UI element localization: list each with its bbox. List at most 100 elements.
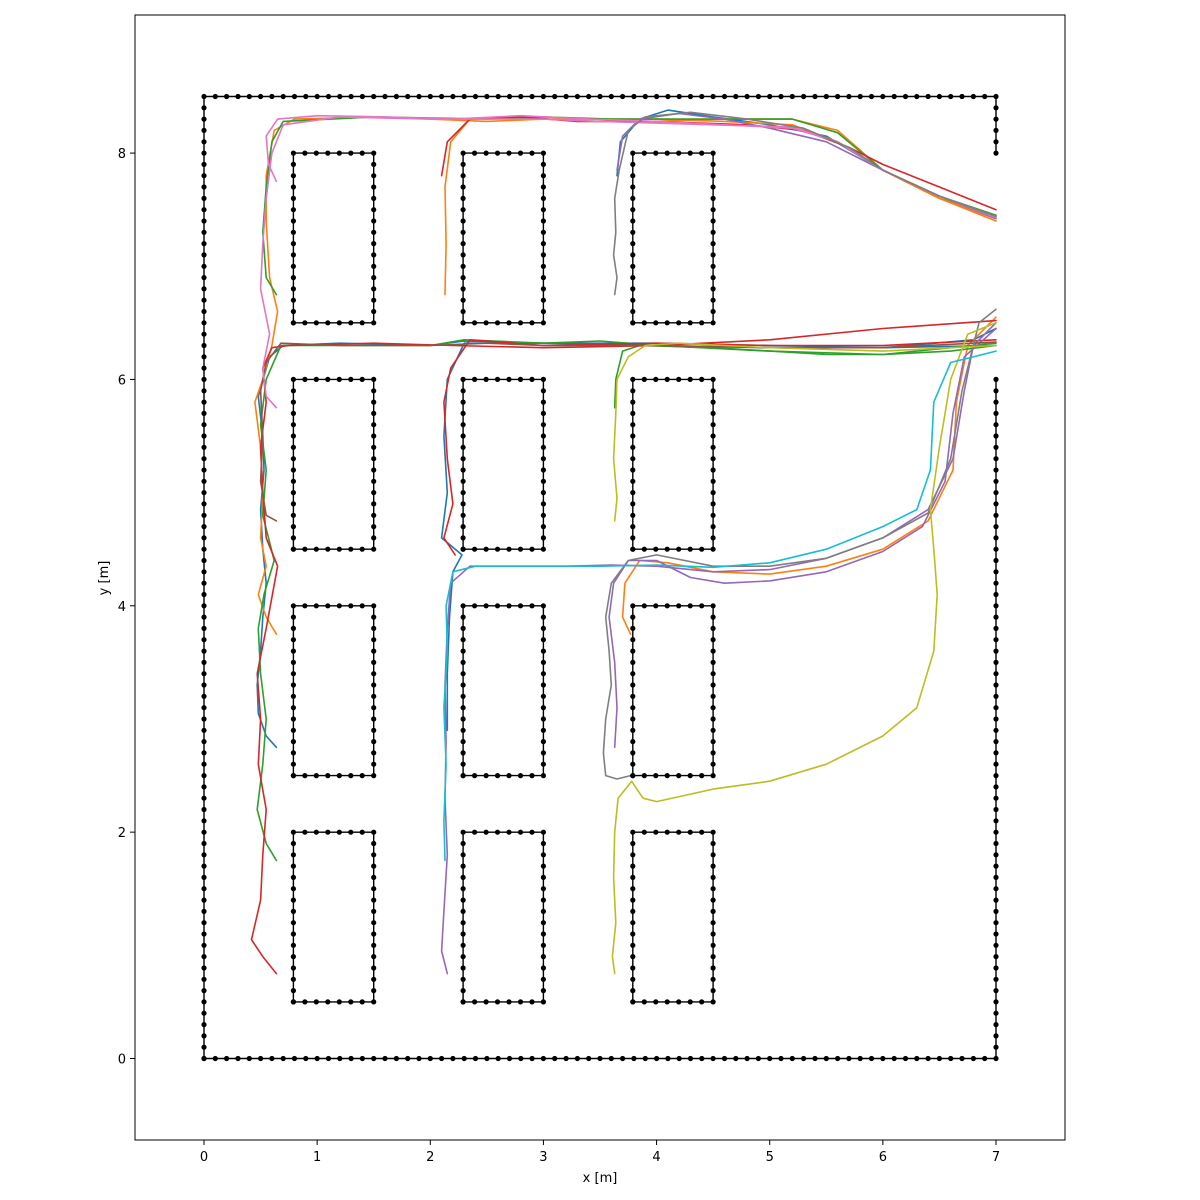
obstacle-marker-456 — [290, 150, 296, 156]
obstacle-marker-13 — [348, 1055, 354, 1062]
obstacle-marker-251 — [201, 603, 207, 609]
obstacle-marker-403 — [371, 388, 377, 394]
obstacle-marker-61 — [891, 1055, 897, 1062]
obstacle-marker-601 — [460, 490, 466, 496]
obstacle-marker-94 — [993, 784, 999, 790]
obstacle-marker-436 — [371, 297, 377, 303]
obstacle-marker-315 — [359, 829, 365, 835]
obstacle-marker-297 — [348, 999, 354, 1005]
obstacle-marker-278 — [201, 908, 207, 915]
obstacle-marker-114 — [993, 557, 999, 564]
obstacle-marker-260 — [201, 705, 207, 711]
obstacle-marker-466 — [290, 263, 296, 269]
obstacle-marker-454 — [313, 150, 319, 156]
obstacle-marker-683 — [630, 852, 636, 858]
obstacle-marker-36 — [608, 1055, 614, 1062]
obstacle-marker-40 — [654, 1055, 660, 1062]
obstacle-marker-384 — [313, 546, 319, 552]
obstacle-marker-733 — [630, 682, 636, 688]
obstacle-marker-533 — [540, 671, 547, 677]
obstacle-marker-668 — [710, 897, 716, 903]
obstacle-marker-758 — [710, 444, 716, 450]
obstacle-marker-203 — [235, 93, 241, 100]
obstacle-marker-519 — [483, 773, 489, 779]
obstacle-marker-819 — [630, 184, 636, 190]
obstacle-marker-534 — [540, 659, 547, 666]
obstacle-marker-305 — [371, 931, 377, 937]
obstacle-marker-629 — [540, 150, 547, 156]
obstacle-marker-361 — [348, 603, 354, 609]
obstacle-marker-755 — [710, 478, 716, 484]
obstacle-marker-540 — [529, 603, 535, 609]
obstacle-marker-65 — [936, 1055, 943, 1062]
obstacle-marker-624 — [540, 207, 547, 213]
obstacle-marker-264 — [201, 750, 207, 756]
obstacle-marker-641 — [460, 207, 466, 213]
obstacle-marker-572 — [540, 512, 547, 518]
obstacle-marker-174 — [563, 93, 569, 100]
obstacle-marker-406 — [348, 376, 354, 382]
obstacle-marker-338 — [302, 773, 308, 779]
obstacle-marker-8 — [291, 1055, 298, 1062]
obstacle-marker-377 — [290, 727, 296, 733]
obstacle-marker-826 — [630, 263, 636, 269]
obstacle-marker-400 — [371, 422, 377, 428]
obstacle-marker-125 — [993, 433, 999, 439]
obstacle-marker-494 — [540, 829, 547, 835]
obstacle-marker-751 — [710, 524, 716, 530]
obstacle-marker-766 — [687, 376, 693, 382]
obstacle-marker-677 — [676, 829, 682, 835]
obstacle-marker-477 — [517, 999, 524, 1005]
obstacle-marker-270 — [201, 818, 207, 824]
obstacle-marker-740 — [630, 761, 636, 767]
obstacle-marker-724 — [653, 603, 659, 609]
obstacle-marker-2 — [224, 1055, 230, 1062]
obstacle-marker-148 — [857, 93, 863, 100]
obstacle-marker-320 — [302, 829, 308, 835]
obstacle-marker-185 — [439, 93, 445, 100]
obstacle-marker-54 — [812, 1055, 818, 1062]
obstacle-marker-68 — [970, 1055, 977, 1062]
obstacle-marker-231 — [201, 376, 207, 382]
obstacle-marker-551 — [460, 659, 466, 666]
obstacle-marker-149 — [846, 93, 852, 100]
obstacle-marker-285 — [201, 988, 207, 994]
shelf-1 — [290, 829, 377, 1005]
obstacle-marker-739 — [630, 750, 636, 756]
obstacle-marker-775 — [630, 422, 636, 428]
obstacle-marker-262 — [201, 727, 207, 733]
obstacle-marker-635 — [472, 150, 478, 156]
obstacle-marker-420 — [290, 478, 296, 484]
obstacle-marker-800 — [710, 252, 716, 258]
obstacle-marker-822 — [630, 218, 636, 224]
obstacle-marker-355 — [371, 648, 377, 654]
obstacle-marker-486 — [540, 920, 547, 926]
obstacle-marker-428 — [302, 320, 308, 326]
obstacle-marker-327 — [290, 897, 296, 903]
obstacle-marker-239 — [201, 467, 207, 473]
obstacle-marker-772 — [630, 388, 636, 394]
obstacle-marker-780 — [630, 478, 636, 484]
obstacle-marker-79 — [993, 954, 999, 960]
shelf-4 — [290, 150, 377, 326]
obstacle-marker-101 — [993, 705, 999, 711]
obstacle-marker-678 — [664, 829, 670, 835]
obstacle-marker-817 — [630, 161, 636, 167]
obstacle-marker-622 — [540, 229, 547, 235]
obstacle-marker-60 — [880, 1055, 886, 1062]
obstacle-marker-707 — [710, 739, 716, 745]
obstacle-marker-316 — [348, 829, 354, 835]
obstacle-marker-75 — [993, 999, 999, 1005]
obstacle-marker-804 — [710, 207, 716, 213]
obstacle-marker-565 — [494, 546, 501, 552]
obstacle-marker-453 — [325, 150, 331, 156]
obstacle-marker-745 — [664, 546, 670, 552]
obstacle-marker-716 — [710, 637, 716, 643]
y-tick-label-8: 8 — [118, 147, 126, 162]
obstacle-marker-452 — [336, 150, 342, 156]
obstacle-marker-279 — [201, 920, 207, 926]
obstacle-marker-164 — [676, 93, 682, 100]
obstacle-marker-682 — [630, 840, 636, 847]
obstacle-marker-521 — [506, 773, 512, 779]
